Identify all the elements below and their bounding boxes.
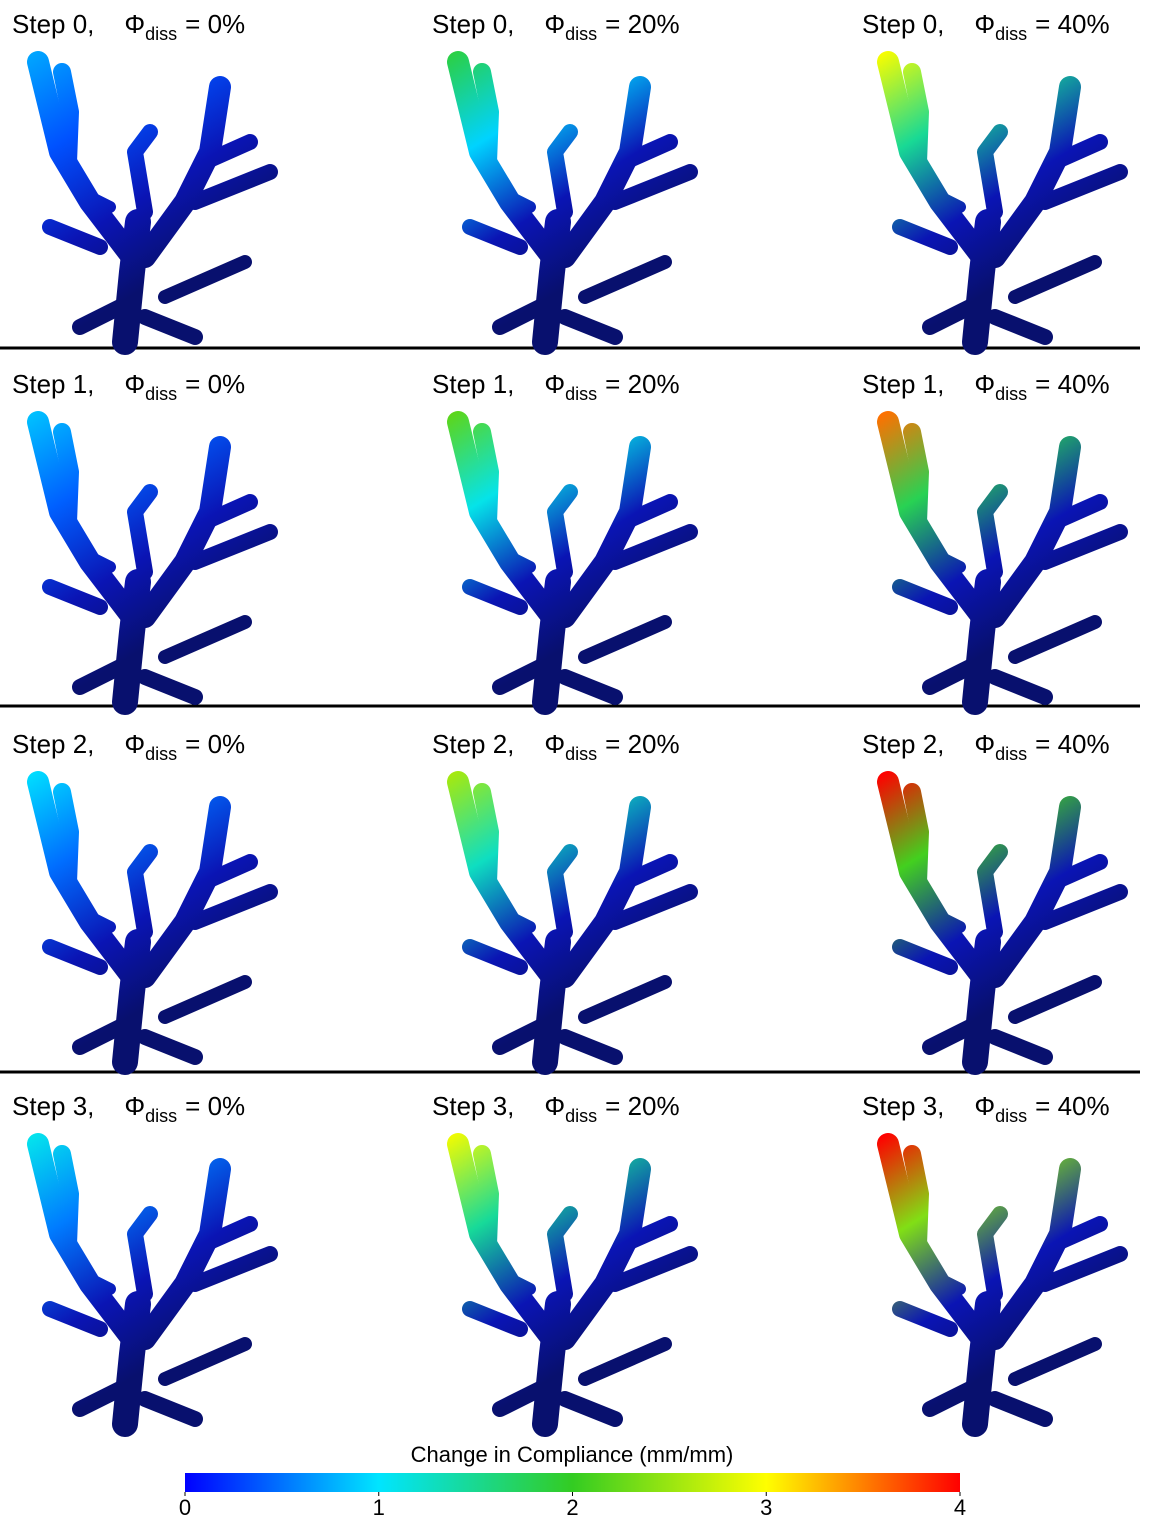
phi-subscript: diss — [145, 384, 177, 404]
coral-rendering — [888, 782, 1120, 1062]
step-label: Step 0, — [862, 9, 944, 39]
panel-label: Step 2, Φdiss = 0% — [12, 729, 245, 764]
phi-symbol: Φ — [124, 1091, 145, 1121]
phi-symbol: Φ — [974, 369, 995, 399]
colorbar-tick-label: 4 — [954, 1495, 966, 1519]
phi-symbol: Φ — [974, 1091, 995, 1121]
phi-subscript: diss — [565, 384, 597, 404]
phi-value: = 20% — [605, 1091, 679, 1121]
phi-subscript: diss — [995, 744, 1027, 764]
step-label: Step 3, — [862, 1091, 944, 1121]
coral-rendering — [888, 1144, 1120, 1424]
phi-symbol: Φ — [544, 369, 565, 399]
colorbar — [185, 1473, 960, 1492]
phi-symbol: Φ — [974, 729, 995, 759]
phi-symbol: Φ — [544, 729, 565, 759]
phi-value: = 0% — [185, 369, 245, 399]
phi-subscript: diss — [565, 1106, 597, 1126]
coral-rendering — [38, 422, 270, 702]
phi-value: = 40% — [1035, 1091, 1109, 1121]
phi-value: = 20% — [605, 729, 679, 759]
phi-value: = 40% — [1035, 729, 1109, 759]
coral-rendering — [38, 782, 270, 1062]
colorbar-tick-label: 2 — [566, 1495, 578, 1519]
phi-symbol: Φ — [124, 729, 145, 759]
coral-rendering — [888, 62, 1120, 342]
panel-label: Step 2, Φdiss = 20% — [432, 729, 680, 764]
step-label: Step 3, — [12, 1091, 94, 1121]
phi-symbol: Φ — [124, 369, 145, 399]
panel-label: Step 3, Φdiss = 20% — [432, 1091, 680, 1126]
phi-symbol: Φ — [544, 9, 565, 39]
phi-value: = 40% — [1035, 369, 1109, 399]
coral-rendering — [888, 422, 1120, 702]
colorbar-title: Change in Compliance (mm/mm) — [411, 1442, 734, 1467]
coral-rendering — [38, 1144, 270, 1424]
phi-symbol: Φ — [974, 9, 995, 39]
panel-label: Step 3, Φdiss = 0% — [12, 1091, 245, 1126]
panel-label: Step 0, Φdiss = 20% — [432, 9, 680, 44]
phi-subscript: diss — [145, 24, 177, 44]
panel-label: Step 0, Φdiss = 40% — [862, 9, 1110, 44]
coral-rendering — [458, 62, 690, 342]
step-label: Step 3, — [432, 1091, 514, 1121]
phi-value: = 40% — [1035, 9, 1109, 39]
colorbar-tick-label: 0 — [179, 1495, 191, 1519]
colorbar-tick-label: 1 — [373, 1495, 385, 1519]
phi-subscript: diss — [995, 1106, 1027, 1126]
step-label: Step 2, — [432, 729, 514, 759]
panel-label: Step 1, Φdiss = 0% — [12, 369, 245, 404]
phi-subscript: diss — [565, 744, 597, 764]
phi-value: = 0% — [185, 1091, 245, 1121]
phi-value: = 20% — [605, 369, 679, 399]
phi-subscript: diss — [145, 1106, 177, 1126]
step-label: Step 1, — [12, 369, 94, 399]
phi-value: = 20% — [605, 9, 679, 39]
panel-label: Step 1, Φdiss = 40% — [862, 369, 1110, 404]
phi-symbol: Φ — [544, 1091, 565, 1121]
panel-label: Step 2, Φdiss = 40% — [862, 729, 1110, 764]
step-label: Step 1, — [862, 369, 944, 399]
panel-label: Step 3, Φdiss = 40% — [862, 1091, 1110, 1126]
coral-rendering — [38, 62, 270, 342]
panel-label: Step 1, Φdiss = 20% — [432, 369, 680, 404]
phi-value: = 0% — [185, 9, 245, 39]
coral-rendering — [458, 422, 690, 702]
panel-label: Step 0, Φdiss = 0% — [12, 9, 245, 44]
phi-subscript: diss — [995, 384, 1027, 404]
phi-subscript: diss — [565, 24, 597, 44]
phi-symbol: Φ — [124, 9, 145, 39]
phi-subscript: diss — [145, 744, 177, 764]
figure: Change in Compliance (mm/mm) Step 0, Φdis… — [0, 0, 1149, 1519]
phi-subscript: diss — [995, 24, 1027, 44]
coral-rendering — [458, 782, 690, 1062]
step-label: Step 2, — [12, 729, 94, 759]
step-label: Step 1, — [432, 369, 514, 399]
step-label: Step 0, — [432, 9, 514, 39]
colorbar-tick-label: 3 — [760, 1495, 772, 1519]
phi-value: = 0% — [185, 729, 245, 759]
coral-rendering — [458, 1144, 690, 1424]
step-label: Step 0, — [12, 9, 94, 39]
step-label: Step 2, — [862, 729, 944, 759]
